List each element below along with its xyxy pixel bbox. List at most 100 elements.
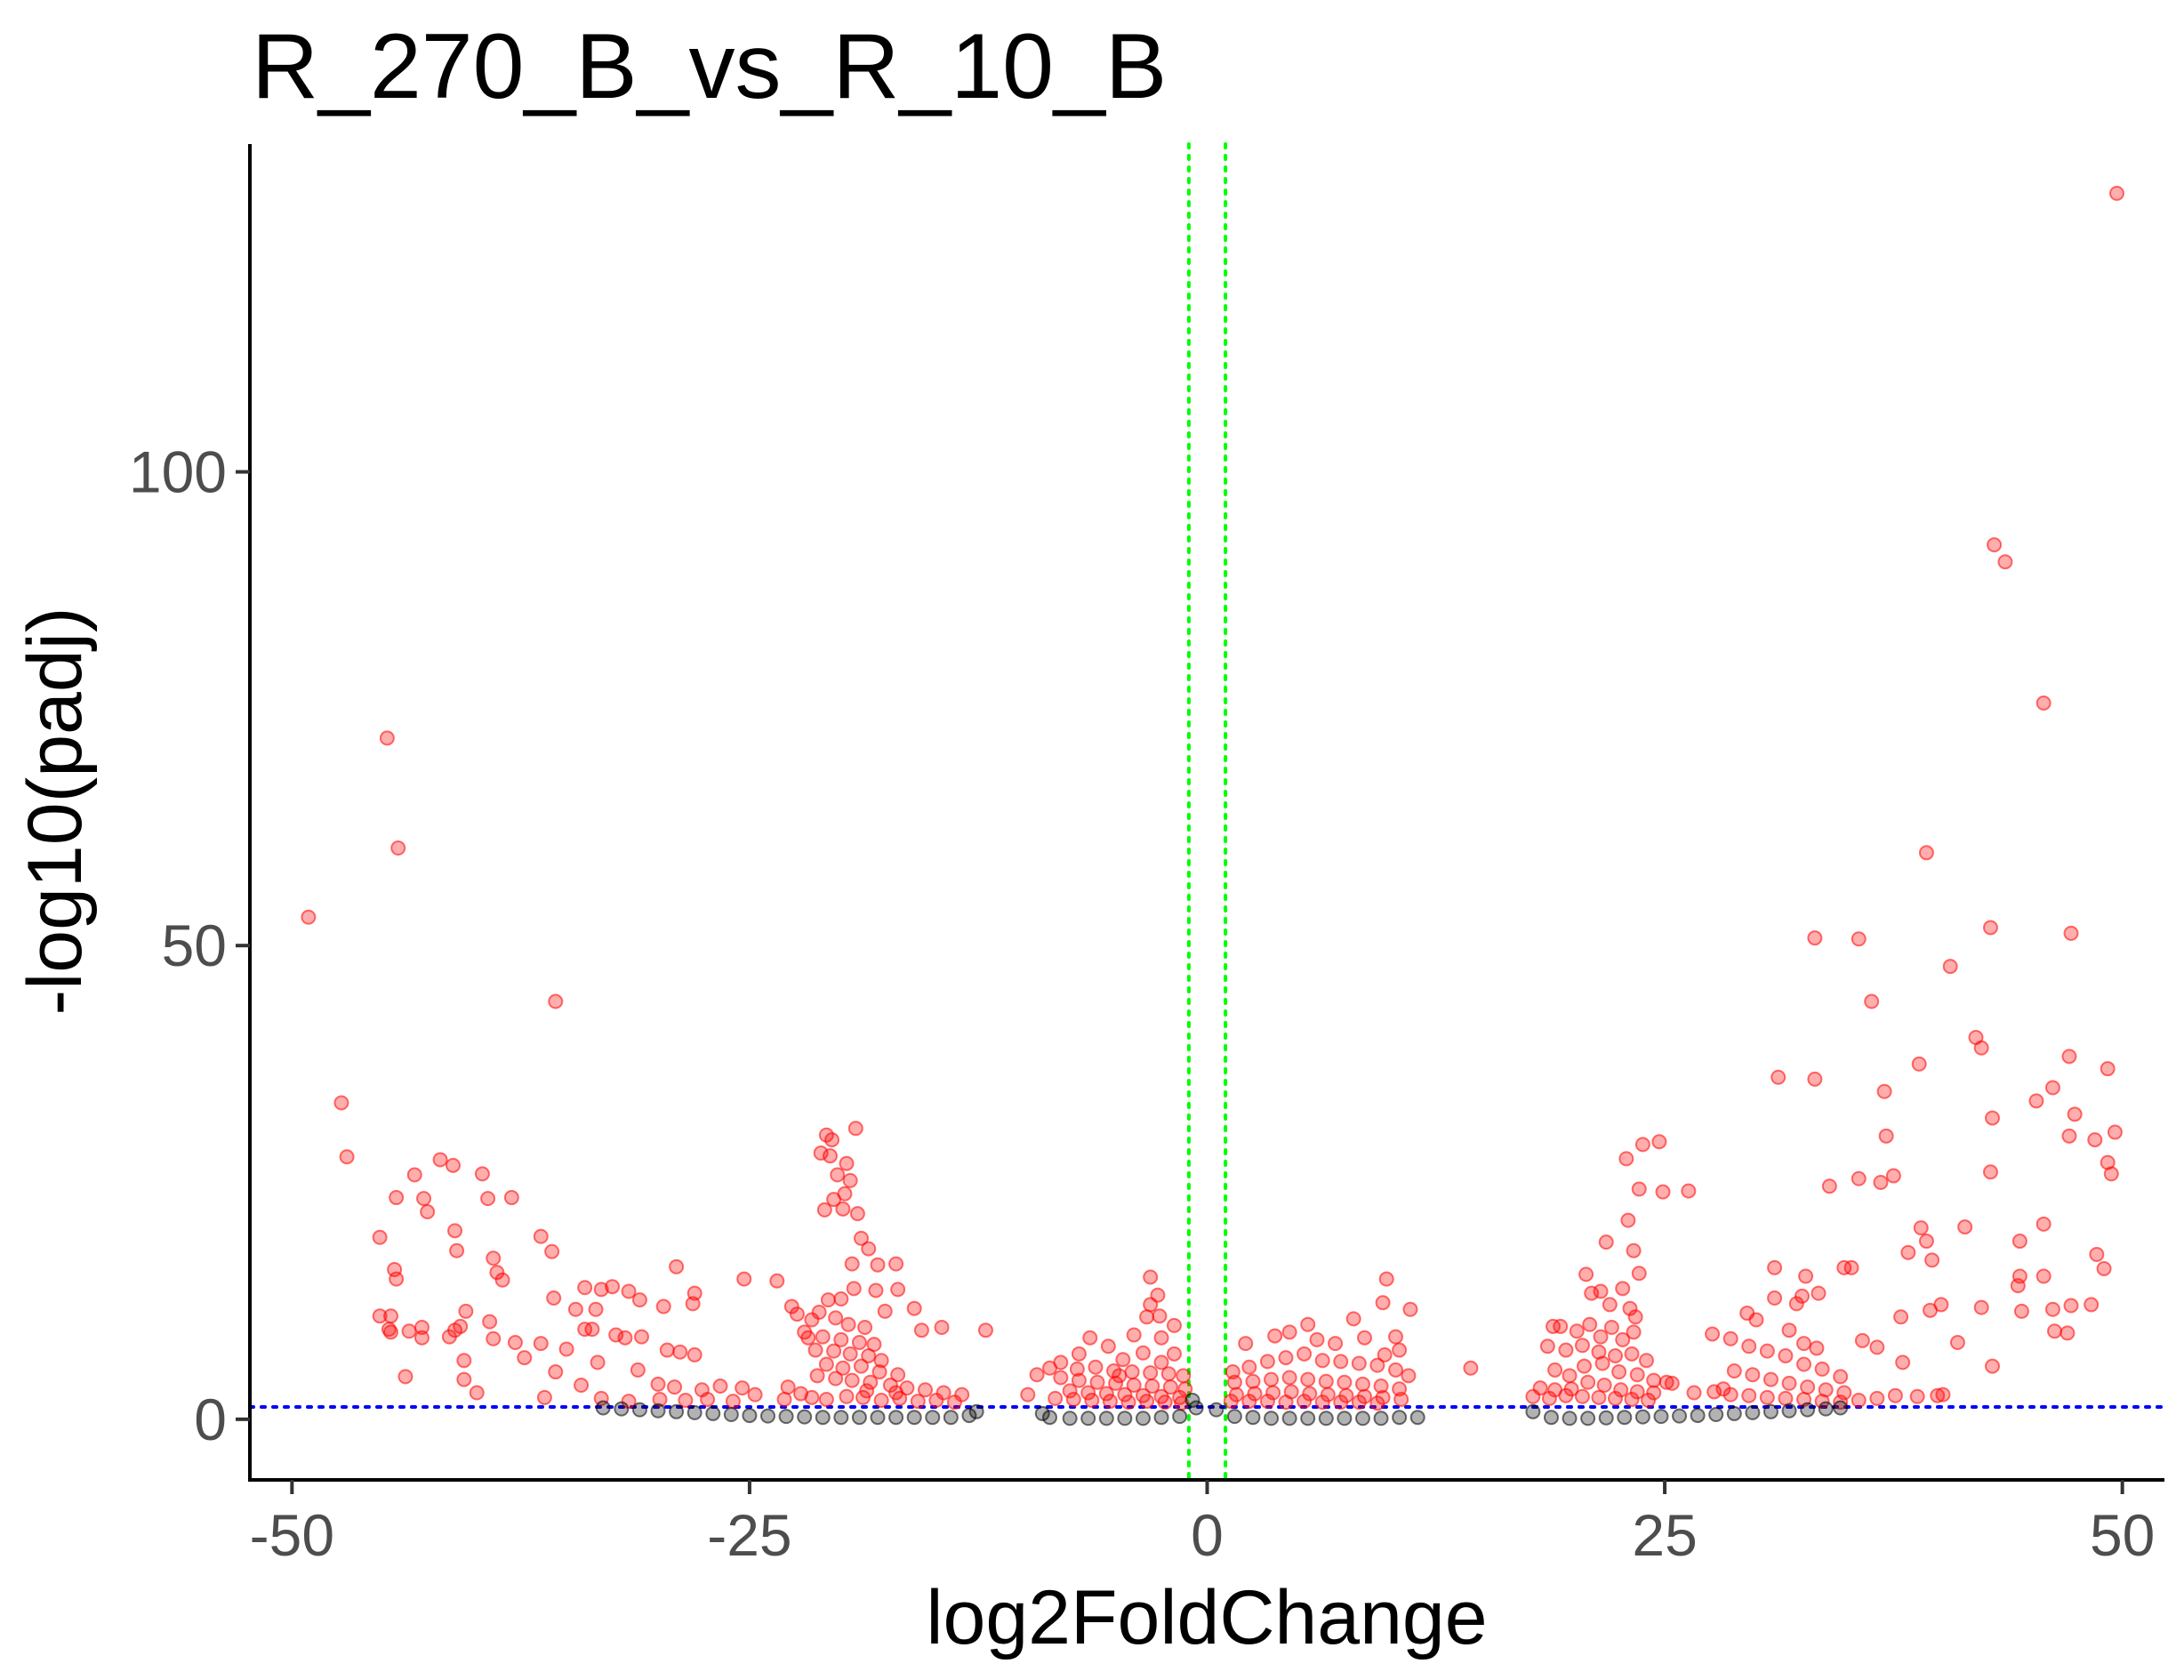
- significant-point: [474, 1166, 490, 1182]
- non-significant-point: [968, 1403, 984, 1419]
- significant-point: [2010, 1278, 2026, 1294]
- significant-point: [1781, 1322, 1797, 1338]
- significant-point: [1226, 1374, 1242, 1390]
- significant-point: [533, 1228, 549, 1244]
- significant-point: [804, 1389, 820, 1405]
- significant-point: [861, 1347, 877, 1363]
- significant-point: [1388, 1329, 1404, 1345]
- significant-point: [449, 1242, 465, 1258]
- axes: [248, 144, 2164, 1482]
- significant-point: [1562, 1368, 1578, 1384]
- significant-point: [1626, 1324, 1642, 1340]
- y-tick-label: 0: [194, 1387, 227, 1452]
- significant-point: [416, 1191, 432, 1207]
- significant-point: [2084, 1297, 2100, 1313]
- significant-point: [842, 1172, 858, 1188]
- significant-point: [1547, 1362, 1563, 1378]
- threshold-lines: [248, 142, 2166, 1482]
- significant-point: [1337, 1374, 1353, 1390]
- significant-point: [2035, 1268, 2052, 1284]
- significant-point: [851, 1335, 867, 1351]
- significant-point: [441, 1329, 457, 1345]
- non-significant-point: [1208, 1402, 1224, 1418]
- significant-point: [1796, 1356, 1812, 1372]
- y-axis-title: -log10(padj): [12, 607, 98, 1016]
- significant-point: [633, 1329, 649, 1345]
- significant-point: [1369, 1357, 1385, 1373]
- significant-point: [776, 1391, 792, 1407]
- significant-point: [861, 1241, 877, 1257]
- significant-point: [1580, 1374, 1596, 1390]
- non-significant-point: [1392, 1410, 1408, 1426]
- significant-point: [1020, 1387, 1036, 1403]
- significant-point: [1333, 1395, 1349, 1411]
- significant-point: [913, 1322, 929, 1338]
- significant-point: [1778, 1390, 1794, 1406]
- non-significant-point: [1041, 1410, 1057, 1426]
- significant-point: [830, 1167, 846, 1183]
- significant-point: [839, 1155, 855, 1171]
- significant-point: [414, 1330, 430, 1346]
- significant-point: [906, 1300, 922, 1316]
- significant-point: [1177, 1381, 1193, 1397]
- non-significant-point: [1034, 1405, 1050, 1421]
- significant-point: [1574, 1338, 1590, 1354]
- significant-point: [507, 1335, 523, 1351]
- non-significant-point: [760, 1408, 776, 1424]
- significant-point: [1401, 1368, 1417, 1384]
- significant-point: [882, 1377, 898, 1393]
- significant-point: [1144, 1379, 1160, 1395]
- significant-point: [1596, 1377, 1612, 1393]
- significant-point: [1309, 1331, 1325, 1347]
- significant-point: [1930, 1387, 1946, 1403]
- non-significant-point: [851, 1410, 867, 1426]
- y-tick-label: 50: [162, 912, 227, 978]
- significant-point: [736, 1271, 752, 1287]
- significant-point: [1982, 1164, 1998, 1180]
- significant-point: [1369, 1395, 1385, 1411]
- significant-point: [1851, 1170, 1867, 1186]
- significant-point: [1126, 1327, 1142, 1343]
- significant-point: [1143, 1365, 1159, 1381]
- significant-point: [1088, 1359, 1104, 1375]
- significant-point: [1267, 1328, 1283, 1344]
- significant-point: [456, 1371, 472, 1387]
- significant-point: [584, 1322, 600, 1338]
- significant-point: [1108, 1375, 1124, 1391]
- significant-point: [946, 1395, 962, 1411]
- significant-point: [517, 1350, 533, 1366]
- significant-point: [1314, 1395, 1330, 1411]
- significant-point: [1546, 1318, 1562, 1334]
- significant-point: [548, 1364, 564, 1380]
- significant-point: [1302, 1386, 1318, 1402]
- significant-point: [1602, 1297, 1618, 1313]
- significant-point: [489, 1265, 505, 1281]
- non-significant-point: [1062, 1411, 1078, 1427]
- significant-point: [1053, 1370, 1069, 1386]
- non-significant-point: [705, 1405, 721, 1421]
- significant-point: [482, 1314, 498, 1330]
- significant-point: [1071, 1372, 1087, 1388]
- significant-point: [458, 1303, 474, 1319]
- significant-point: [590, 1354, 606, 1371]
- significant-point: [1759, 1389, 1775, 1405]
- significant-point: [2108, 185, 2124, 201]
- significant-point: [847, 1121, 863, 1137]
- significant-point: [1351, 1395, 1367, 1411]
- significant-point: [480, 1191, 496, 1207]
- significant-point: [1809, 1340, 1825, 1356]
- non-significant-point: [1781, 1403, 1797, 1419]
- significant-point: [1281, 1370, 1297, 1386]
- significant-point: [1715, 1381, 1731, 1397]
- significant-point: [1150, 1287, 1166, 1303]
- significant-point: [877, 1303, 893, 1319]
- significant-point: [1843, 1259, 1859, 1275]
- significant-point: [432, 1152, 448, 1168]
- significant-point: [1135, 1345, 1151, 1361]
- x-tick-label: 0: [1191, 1502, 1224, 1568]
- significant-point: [1664, 1375, 1680, 1391]
- significant-point: [1041, 1360, 1057, 1376]
- significant-point: [401, 1323, 417, 1339]
- non-significant-point: [1617, 1410, 1633, 1426]
- significant-point: [1281, 1324, 1297, 1340]
